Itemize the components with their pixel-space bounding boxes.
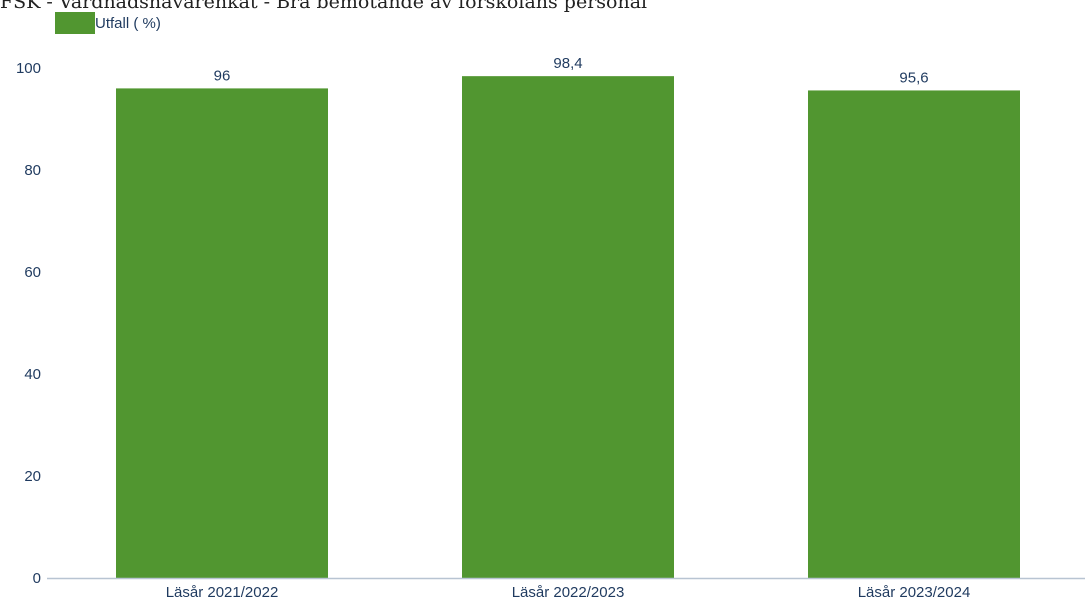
legend: Utfall ( %) bbox=[55, 12, 161, 34]
x-tick-label: Läsår 2021/2022 bbox=[166, 584, 279, 600]
data-label: 96 bbox=[214, 67, 231, 84]
y-tick-label: 20 bbox=[24, 468, 41, 485]
chart-title: FSK - Vårdnadshavarenkät - Bra bemötande… bbox=[0, 0, 648, 13]
x-tick-label: Läsår 2023/2024 bbox=[858, 584, 971, 600]
bar bbox=[462, 76, 674, 578]
y-tick-label: 80 bbox=[24, 162, 41, 179]
x-tick-label: Läsår 2022/2023 bbox=[512, 584, 625, 600]
y-tick-label: 40 bbox=[24, 366, 41, 383]
bar bbox=[808, 90, 1020, 578]
y-tick-label: 100 bbox=[16, 60, 41, 77]
bar bbox=[116, 88, 328, 579]
legend-label: Utfall ( %) bbox=[95, 14, 161, 32]
data-label: 95,6 bbox=[899, 69, 928, 86]
legend-swatch bbox=[55, 12, 95, 34]
data-label: 98,4 bbox=[553, 55, 582, 72]
y-tick-label: 60 bbox=[24, 264, 41, 281]
y-tick-label: 0 bbox=[33, 570, 41, 587]
